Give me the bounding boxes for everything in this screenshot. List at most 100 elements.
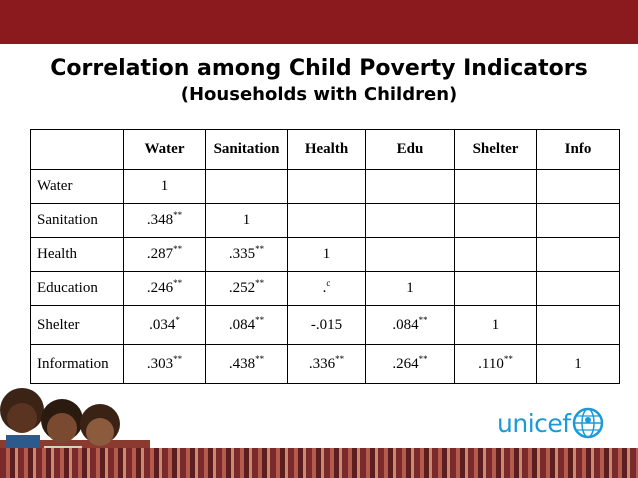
cell-value: .252 xyxy=(228,280,256,296)
cell-value: .264 xyxy=(392,355,419,372)
table-cell: .336** xyxy=(287,344,366,384)
slide-subtitle: (Households with Children) xyxy=(180,84,458,105)
table-cell xyxy=(454,169,537,204)
table-cell: .438** xyxy=(205,344,288,384)
table-body: Water 1 Sanitation .348** 1 Health .287** .335*… xyxy=(30,169,620,384)
table-row: Health .287** .335** 1 xyxy=(30,237,620,272)
table-cell: -.015 xyxy=(287,305,366,345)
cell-value: .287 xyxy=(146,246,174,262)
significance-marker: ** xyxy=(418,314,428,325)
table-cell xyxy=(536,237,620,272)
slide-title: Correlation among Child Poverty Indicato… xyxy=(50,56,588,81)
table-cell xyxy=(536,203,620,238)
decorative-pattern-band xyxy=(0,448,638,478)
table-cell xyxy=(287,169,366,204)
table-cell: .084** xyxy=(205,305,288,345)
unicef-logo: unicef xyxy=(497,405,615,441)
cell-value: -.015 xyxy=(310,316,343,333)
table-cell: .348** xyxy=(123,203,206,238)
table-row: Education .246** .252** .c 1 xyxy=(30,271,620,306)
cell-value: .348 xyxy=(146,212,174,228)
table-cell xyxy=(365,169,455,204)
cell-value: .084 xyxy=(392,316,419,333)
significance-marker: * xyxy=(175,314,180,325)
cell-value: .335 xyxy=(228,246,256,262)
significance-marker: ** xyxy=(173,353,183,364)
cell-value: 1 xyxy=(242,212,251,228)
row-label: Health xyxy=(30,237,124,272)
significance-marker: ** xyxy=(255,244,265,254)
significance-marker: ** xyxy=(503,353,513,364)
cell-value: . xyxy=(322,280,327,296)
significance-marker: c xyxy=(326,278,331,288)
cell-value: 1 xyxy=(406,280,414,296)
table-cell: .264** xyxy=(365,344,455,384)
significance-marker: ** xyxy=(255,314,265,325)
cell-value: .110 xyxy=(478,355,504,372)
table-cell: .252** xyxy=(205,271,288,306)
header-cell: Water xyxy=(123,129,206,170)
cell-value: 1 xyxy=(160,178,169,194)
table-cell: .287** xyxy=(123,237,206,272)
table-cell xyxy=(536,305,620,345)
logo-text: unicef xyxy=(497,408,571,438)
table-cell xyxy=(454,237,537,272)
header-cell: Info xyxy=(536,129,620,170)
significance-marker: ** xyxy=(418,353,428,364)
table-cell: .c xyxy=(287,271,366,306)
table-cell: .034* xyxy=(123,305,206,345)
table-cell: 1 xyxy=(365,271,455,306)
table-cell xyxy=(454,203,537,238)
table-row: Water 1 xyxy=(30,169,620,204)
cell-value: .438 xyxy=(228,355,256,372)
cell-value: .336 xyxy=(308,355,336,372)
table-cell xyxy=(536,169,620,204)
cell-value: 1 xyxy=(491,316,500,333)
header-row: Water Sanitation Health Edu Shelter Info xyxy=(30,129,620,170)
header-cell: Edu xyxy=(365,129,455,170)
table-cell: .335** xyxy=(205,237,288,272)
row-label: Shelter xyxy=(30,305,124,345)
significance-marker: ** xyxy=(173,278,183,288)
table-cell xyxy=(365,237,455,272)
table-row: Sanitation .348** 1 xyxy=(30,203,620,238)
cell-value: .246 xyxy=(146,280,174,296)
table-cell: 1 xyxy=(205,203,288,238)
cell-value: .034 xyxy=(149,316,176,333)
globe-emblem-icon xyxy=(572,407,603,439)
cell-value: .303 xyxy=(146,355,174,372)
table-cell xyxy=(205,169,288,204)
header-cell: Health xyxy=(287,129,366,170)
significance-marker: ** xyxy=(173,210,183,220)
table-cell: 1 xyxy=(536,344,620,384)
table-cell: .110** xyxy=(454,344,537,384)
significance-marker: ** xyxy=(255,353,265,364)
table-cell: 1 xyxy=(123,169,206,204)
header-cell xyxy=(30,129,124,170)
table-cell: 1 xyxy=(287,237,366,272)
table-cell xyxy=(536,271,620,306)
row-label: Sanitation xyxy=(30,203,124,238)
significance-marker: ** xyxy=(173,244,183,254)
header-cell: Shelter xyxy=(454,129,537,170)
correlation-table: Water Sanitation Health Edu Shelter Info… xyxy=(30,129,620,384)
cell-value: .084 xyxy=(228,316,256,333)
significance-marker: ** xyxy=(335,353,345,364)
significance-marker: ** xyxy=(255,278,265,288)
table-cell xyxy=(365,203,455,238)
table-cell: .084** xyxy=(365,305,455,345)
table-row: Information .303** .438** .336** .264** .110*… xyxy=(30,344,620,384)
cell-value: 1 xyxy=(574,355,582,372)
header-cell: Sanitation xyxy=(205,129,288,170)
table-cell: .246** xyxy=(123,271,206,306)
row-label: Water xyxy=(30,169,124,204)
cell-value: 1 xyxy=(322,246,331,262)
row-label: Information xyxy=(30,344,124,384)
table-row: Shelter .034* .084** -.015.084** 1 xyxy=(30,305,620,345)
top-banner xyxy=(0,0,638,44)
table-cell xyxy=(454,271,537,306)
row-label: Education xyxy=(30,271,124,306)
table-cell: 1 xyxy=(454,305,537,345)
table-cell: .303** xyxy=(123,344,206,384)
table-cell xyxy=(287,203,366,238)
